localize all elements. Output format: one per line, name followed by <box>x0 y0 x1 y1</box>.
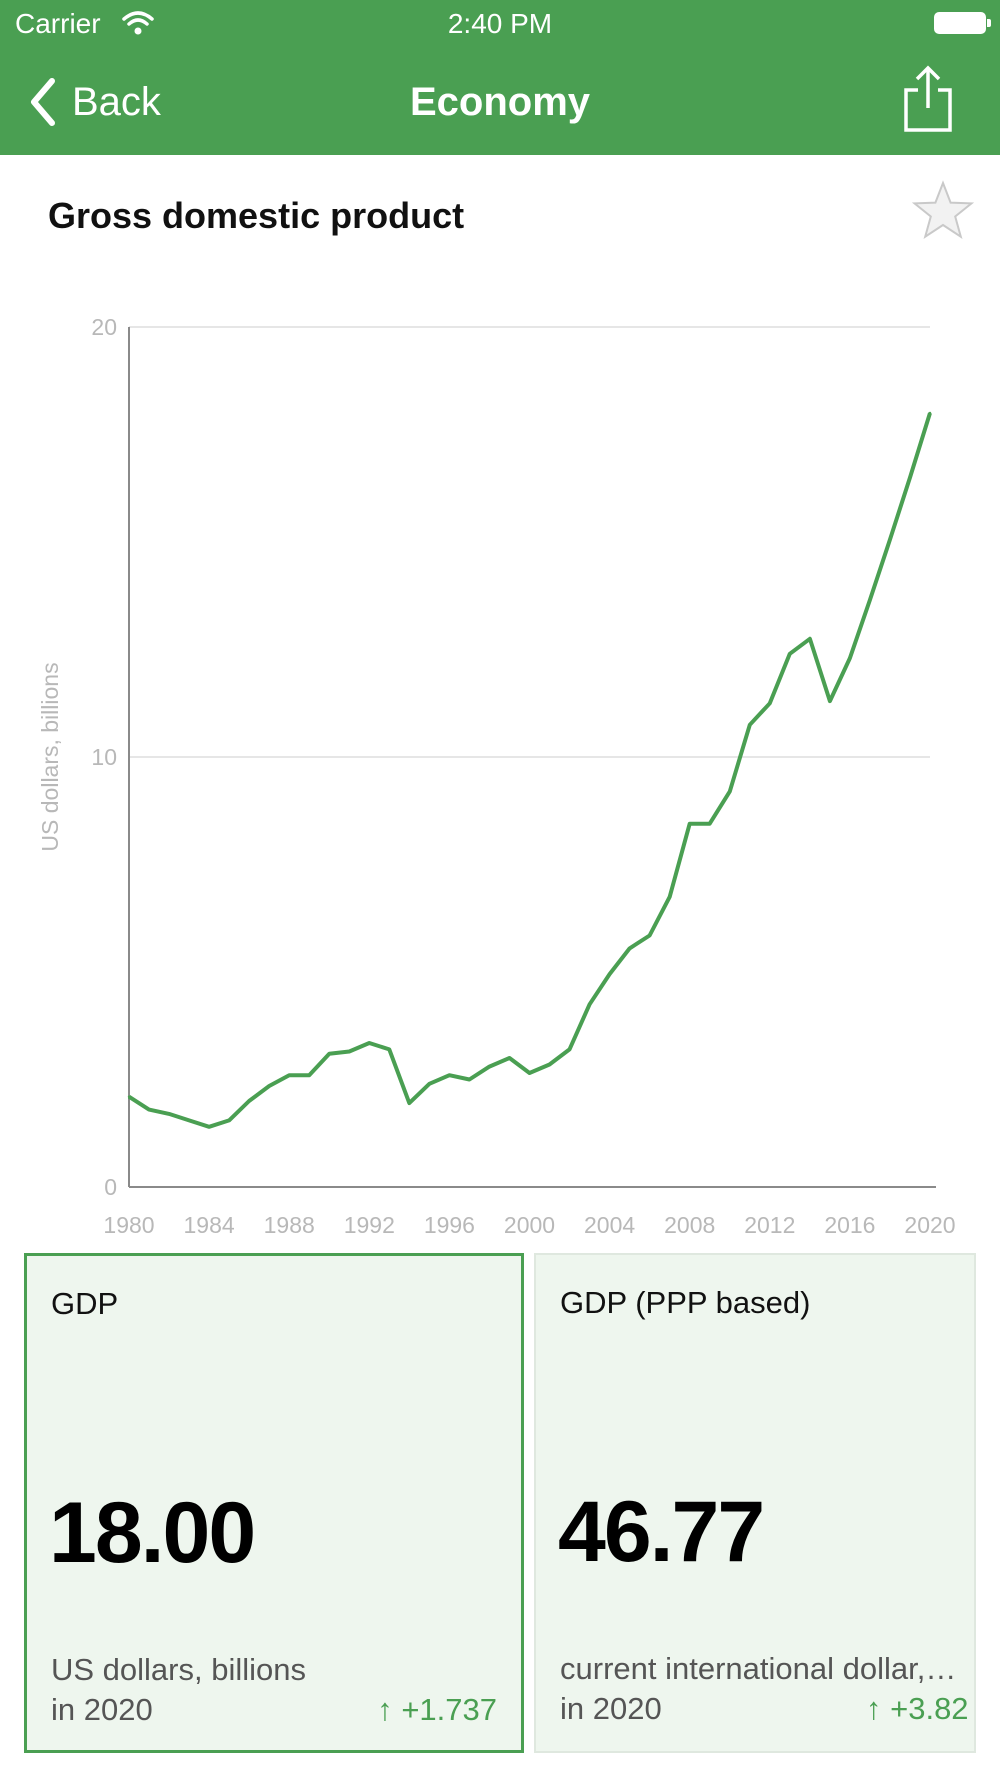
navigation-bar: Carrier 2:40 PM Back Economy <box>0 0 1000 155</box>
battery-icon <box>934 12 991 34</box>
x-tick-label: 2020 <box>904 1212 955 1238</box>
y-tick-label: 20 <box>91 314 117 340</box>
gdp-line-chart: 0 10 20 1980 1984 1988 1992 1996 2000 2004 2008 201… <box>37 314 956 1238</box>
data-point <box>708 822 711 825</box>
data-point <box>788 652 792 655</box>
data-point <box>888 538 892 542</box>
data-point <box>147 1108 151 1111</box>
data-point <box>648 934 651 937</box>
data-point <box>368 1041 371 1045</box>
data-point <box>548 1063 551 1066</box>
data-point <box>528 1071 531 1075</box>
x-tick-label: 1996 <box>424 1212 475 1238</box>
tile-value: 46.77 <box>558 1484 765 1580</box>
data-point <box>868 598 872 602</box>
data-point <box>328 1052 331 1055</box>
data-point <box>488 1065 491 1068</box>
x-tick-label: 2008 <box>664 1212 715 1238</box>
data-point <box>227 1119 231 1122</box>
data-point <box>267 1084 271 1088</box>
data-point <box>508 1056 511 1060</box>
data-point <box>428 1082 431 1085</box>
data-point <box>848 656 852 660</box>
data-point <box>828 699 832 703</box>
gdp-tile[interactable]: GDP 18.00 US dollars, billions in 2020 ↑… <box>24 1253 524 1753</box>
tile-title: GDP <box>51 1286 119 1321</box>
chart-card-title: Gross domestic product <box>48 195 465 236</box>
data-point <box>668 895 671 898</box>
tile-unit: current international dollar,… <box>560 1651 957 1686</box>
data-point <box>568 1048 571 1051</box>
star-icon[interactable] <box>912 180 974 240</box>
x-tick-label: 2016 <box>824 1212 875 1238</box>
tile-change: ↑ +3.82 <box>866 1691 969 1726</box>
data-point <box>468 1078 471 1081</box>
data-point <box>207 1125 211 1128</box>
data-point <box>908 476 912 479</box>
back-label: Back <box>72 79 161 124</box>
x-tick-label: 1984 <box>184 1212 235 1238</box>
data-point <box>247 1099 251 1103</box>
x-tick-label: 2012 <box>744 1212 795 1238</box>
tile-year: in 2020 <box>560 1691 662 1726</box>
x-tick-label: 1988 <box>264 1212 315 1238</box>
wifi-icon <box>122 11 154 35</box>
data-point <box>688 822 691 825</box>
y-tick-label: 10 <box>91 744 117 770</box>
data-point <box>588 1003 591 1006</box>
data-point <box>768 702 771 705</box>
carrier-label: Carrier <box>15 8 101 39</box>
tile-title: GDP (PPP based) <box>560 1285 811 1320</box>
data-point <box>348 1050 351 1053</box>
page-title: Economy <box>409 80 591 124</box>
back-button[interactable]: Back <box>28 76 161 128</box>
clock-label: 2:40 PM <box>447 8 553 39</box>
tile-value: 18.00 <box>49 1485 256 1581</box>
tile-year: in 2020 <box>51 1692 153 1727</box>
data-point <box>408 1101 411 1105</box>
data-point <box>127 1095 131 1098</box>
data-point <box>608 972 611 976</box>
data-point <box>308 1074 311 1077</box>
y-axis-label: US dollars, billions <box>37 662 63 851</box>
data-point <box>187 1119 191 1122</box>
x-tick-label: 2004 <box>584 1212 635 1238</box>
y-tick-label: 0 <box>104 1174 117 1200</box>
tile-unit: US dollars, billions <box>51 1652 306 1687</box>
data-point <box>448 1074 451 1077</box>
data-point <box>167 1112 171 1116</box>
share-icon[interactable] <box>900 64 956 134</box>
data-point <box>928 411 932 415</box>
data-point <box>808 637 812 640</box>
x-tick-label: 1980 <box>103 1212 154 1238</box>
data-point <box>288 1074 291 1077</box>
gdp-ppp-tile[interactable]: GDP (PPP based) 46.77 current internatio… <box>534 1253 976 1753</box>
series-line <box>127 412 932 1129</box>
x-tick-label: 2000 <box>504 1212 555 1238</box>
data-point <box>728 790 731 793</box>
tile-change: ↑ +1.737 <box>377 1692 497 1727</box>
x-tick-label: 1992 <box>344 1212 395 1238</box>
data-point <box>628 947 631 950</box>
chevron-left-icon <box>31 78 55 126</box>
data-point <box>748 723 751 726</box>
data-point <box>388 1048 391 1051</box>
